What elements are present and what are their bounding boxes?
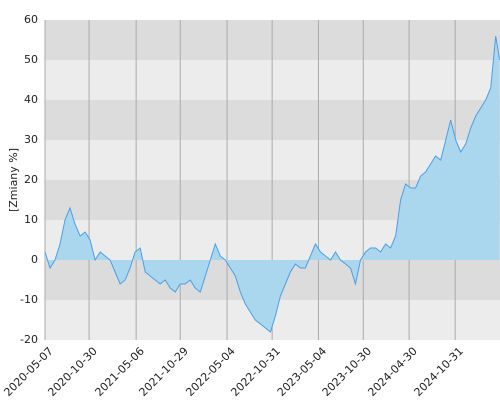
y-tick-label: 30: [24, 133, 38, 146]
y-tick-label: 50: [24, 53, 38, 66]
x-tick-label: 2024-10-31: [412, 345, 466, 399]
y-tick-label: 10: [24, 213, 38, 226]
y-tick-label: -20: [20, 333, 38, 346]
y-tick-label: -10: [20, 293, 38, 306]
y-tick-label: 20: [24, 173, 38, 186]
y-axis-label: [Zmiany %]: [7, 148, 20, 212]
y-tick-label: 60: [24, 13, 38, 26]
y-tick-label: 0: [31, 253, 38, 266]
y-tick-label: 40: [24, 93, 38, 106]
line: [44, 35, 500, 333]
area: [45, 36, 500, 332]
